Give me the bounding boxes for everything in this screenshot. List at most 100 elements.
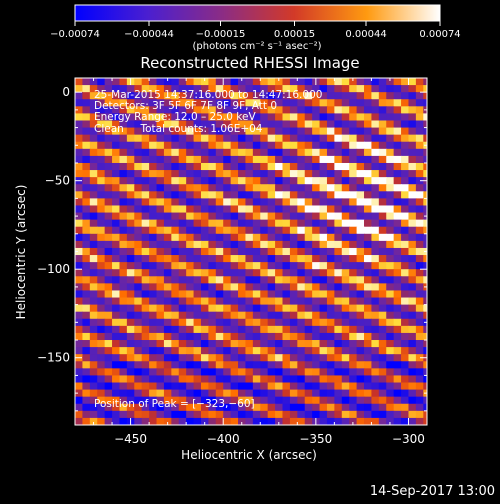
- heatmap-cell: [215, 198, 224, 207]
- heatmap-cell: [178, 269, 187, 277]
- heatmap-cell: [82, 240, 91, 249]
- heatmap-cell: [260, 240, 269, 249]
- heatmap-cell: [289, 184, 298, 192]
- heatmap-cell: [89, 247, 98, 256]
- heatmap-cell: [112, 318, 121, 327]
- heatmap-cell: [312, 255, 321, 263]
- heatmap-cell: [408, 198, 417, 207]
- heatmap-cell: [112, 155, 121, 164]
- heatmap-cell: [386, 283, 395, 292]
- heatmap-cell: [275, 304, 284, 313]
- heatmap-cell: [126, 269, 135, 277]
- heatmap-cell: [89, 297, 98, 306]
- heatmap-cell: [401, 141, 410, 150]
- heatmap-cell: [134, 318, 143, 327]
- heatmap-cell: [319, 212, 328, 221]
- heatmap-cell: [393, 191, 402, 199]
- heatmap-cell: [200, 85, 209, 93]
- heatmap-cell: [304, 417, 313, 425]
- heatmap-cell: [134, 155, 143, 164]
- heatmap-cell: [193, 162, 202, 171]
- heatmap-cell: [297, 170, 306, 178]
- heatmap-cell: [415, 403, 424, 412]
- heatmap-cell: [393, 219, 402, 228]
- heatmap-cell: [312, 269, 321, 277]
- heatmap-cell: [252, 92, 261, 100]
- heatmap-cell: [334, 318, 343, 327]
- heatmap-cell: [245, 247, 254, 256]
- heatmap-cell: [97, 262, 106, 270]
- heatmap-cell: [252, 361, 261, 369]
- heatmap-cell: [119, 403, 128, 412]
- heatmap-cell: [149, 375, 158, 384]
- heatmap-cell: [171, 382, 180, 391]
- heatmap-cell: [356, 389, 365, 398]
- heatmap-cell: [119, 106, 128, 115]
- heatmap-cell: [171, 106, 180, 115]
- heatmap-cell: [297, 332, 306, 341]
- heatmap-cell: [171, 297, 180, 306]
- heatmap-cell: [126, 205, 135, 214]
- colorbar-ticks: −0.00074 −0.00044 −0.00015 0.00015 0.00044 0.…: [50, 21, 461, 40]
- heatmap-cell: [245, 155, 254, 164]
- heatmap-cell: [82, 332, 91, 341]
- heatmap-cell: [260, 226, 269, 235]
- heatmap-cell: [267, 148, 276, 157]
- heatmap-cell: [408, 290, 417, 299]
- heatmap-cell: [223, 389, 232, 398]
- heatmap-cell: [289, 205, 298, 214]
- heatmap-cell: [275, 120, 284, 129]
- heatmap-cell: [312, 276, 321, 284]
- heatmap-cell: [141, 219, 150, 228]
- heatmap-cell: [304, 99, 313, 107]
- heatmap-cell: [334, 120, 343, 129]
- heatmap-cell: [119, 361, 128, 369]
- heatmap-cell: [356, 325, 365, 334]
- heatmap-cell: [386, 148, 395, 157]
- heatmap-cell: [215, 290, 224, 299]
- heatmap-cell: [341, 332, 350, 341]
- heatmap-cell: [326, 382, 335, 391]
- heatmap-cell: [178, 389, 187, 398]
- heatmap-cell: [386, 191, 395, 199]
- heatmap-cell: [267, 106, 276, 115]
- heatmap-cell: [149, 417, 158, 425]
- heatmap-cell: [82, 148, 91, 157]
- heatmap-cell: [119, 113, 128, 122]
- heatmap-cell: [415, 255, 424, 263]
- heatmap-cell: [75, 85, 84, 93]
- heatmap-cell: [371, 410, 380, 419]
- heatmap-cell: [193, 233, 202, 242]
- heatmap-cell: [415, 106, 424, 115]
- heatmap-cell: [378, 170, 387, 178]
- heatmap-cell: [289, 148, 298, 157]
- heatmap-cell: [223, 170, 232, 178]
- heatmap-cell: [163, 255, 172, 263]
- heatmap-cell: [260, 347, 269, 355]
- heatmap-cell: [126, 318, 135, 327]
- heatmap-cell: [230, 410, 239, 419]
- y-tick-label: −100: [37, 262, 70, 276]
- heatmap-cell: [126, 325, 135, 334]
- heatmap-cell: [75, 382, 84, 391]
- heatmap-cell: [141, 332, 150, 341]
- heatmap-cell: [304, 134, 313, 143]
- heatmap-cell: [126, 368, 135, 377]
- heatmap-cell: [304, 170, 313, 178]
- heatmap-cell: [297, 255, 306, 263]
- heatmap-cell: [334, 85, 343, 93]
- heatmap-cell: [193, 247, 202, 256]
- heatmap-cell: [156, 120, 165, 129]
- heatmap-cell: [178, 92, 187, 100]
- heatmap-cell: [349, 212, 358, 221]
- heatmap-cell: [163, 403, 172, 412]
- heatmap-cell: [297, 198, 306, 207]
- heatmap-cell: [319, 290, 328, 299]
- heatmap-cell: [275, 375, 284, 384]
- heatmap-cell: [260, 184, 269, 192]
- heatmap-cell: [341, 375, 350, 384]
- heatmap-cell: [401, 226, 410, 235]
- heatmap-cell: [415, 340, 424, 348]
- heatmap-cell: [112, 389, 121, 398]
- heatmap-cell: [200, 212, 209, 221]
